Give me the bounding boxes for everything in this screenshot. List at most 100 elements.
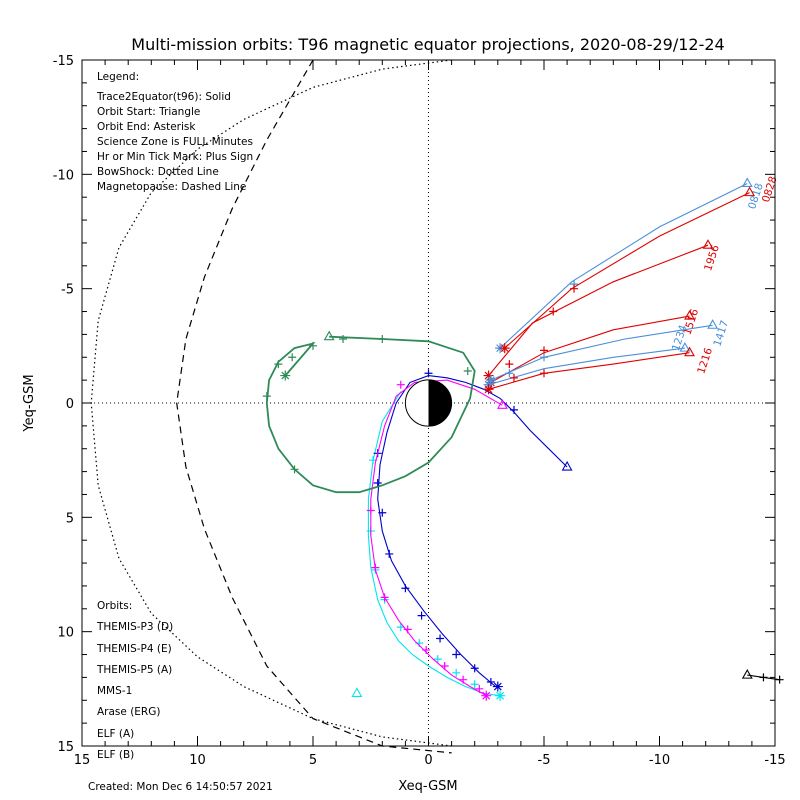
orbit-tick-mark — [262, 392, 271, 401]
orbit-tick-mark — [436, 634, 445, 643]
x-tick-label: 5 — [309, 753, 317, 768]
orbit-track — [488, 244, 709, 376]
orbit-start-triangle — [351, 687, 363, 697]
x-axis-label: Xeq-GSM — [398, 779, 457, 794]
legend-block: Legend: Trace2Equator(t96): Solid Orbit … — [96, 71, 253, 193]
orbit-tick-mark — [290, 465, 299, 474]
orbit-end-asterisk — [495, 690, 506, 701]
legend-line-trace: Trace2Equator(t96): Solid — [96, 91, 231, 103]
orbit-tick-mark — [380, 593, 389, 602]
orbit-tick-mark — [470, 664, 479, 673]
y-axis-label: Yeq-GSM — [22, 374, 37, 432]
orbit-start-triangle — [561, 460, 573, 471]
orbit-legend-mms-1: MMS-1 — [97, 685, 132, 697]
orbit-tick-mark — [459, 675, 468, 684]
orbit-tick-mark — [422, 645, 431, 654]
orbit-tick-mark — [759, 673, 768, 682]
y-tick-label: 10 — [57, 626, 74, 641]
orbit-start-triangle — [323, 330, 335, 341]
orbit-legend-arase: Arase (ERG) — [97, 706, 160, 718]
orbit-end-asterisk — [499, 343, 510, 354]
orbit-tick-mark — [452, 650, 461, 659]
orbit-tick-mark — [540, 346, 548, 355]
orbit-end-asterisk — [483, 370, 494, 381]
y-tick-label: -15 — [53, 54, 74, 69]
orbit-track — [488, 347, 685, 386]
orbit-start-triangle — [684, 346, 695, 357]
orbit-tick-mark — [509, 373, 518, 382]
orbit-series — [262, 330, 476, 494]
orbit-end-asterisk — [492, 681, 503, 692]
orbits-heading: Orbits: — [97, 600, 132, 612]
orbit-tick-mark — [396, 380, 405, 389]
legend-line-start: Orbit Start: Triangle — [97, 106, 200, 118]
legend-line-science-zone: Science Zone is FULL Minutes — [97, 136, 253, 148]
x-tick-label: 15 — [74, 753, 91, 768]
earth-nightside — [428, 379, 452, 427]
orbit-tick-mark — [378, 508, 387, 517]
orbit-start-triangle — [496, 399, 508, 409]
orbit-tick-mark — [401, 584, 410, 593]
magnetopause-curve — [176, 59, 452, 754]
legend-line-bowshock: BowShock: Dotted Line — [97, 166, 219, 178]
orbit-tick-mark — [403, 625, 412, 634]
orbit-legend-elf-a: ELF (A) — [97, 728, 134, 740]
orbit-legend-themis-p5: THEMIS-P5 (A) — [96, 664, 172, 676]
orbit-tick-mark — [540, 353, 548, 362]
orbit-tick-mark — [288, 353, 297, 362]
y-tick-label: -10 — [53, 168, 74, 183]
orbit-tick-mark — [775, 675, 784, 684]
orbit-tick-mark — [463, 366, 472, 375]
orbit-tick-mark — [417, 611, 426, 620]
orbit-end-asterisk — [483, 384, 494, 395]
orbit-legend-themis-p4: THEMIS-P4 (E) — [96, 643, 172, 655]
orbit-start-triangle — [684, 309, 695, 320]
orbit-track — [504, 192, 750, 349]
orbit-tick-mark — [373, 479, 382, 488]
orbit-tick-mark — [274, 360, 283, 369]
orbit-start-triangle — [702, 239, 714, 249]
legend-line-magnetopause: Magnetopause: Dashed Line — [97, 181, 246, 193]
orbit-track — [490, 324, 713, 381]
orbit-tick-mark — [570, 284, 579, 293]
orbit-track — [265, 335, 476, 494]
orbit-track — [488, 352, 690, 390]
orbit-end-asterisk — [485, 375, 496, 386]
y-tick-label: 0 — [66, 397, 74, 412]
orbit-legend-themis-p3: THEMIS-P3 (D) — [96, 621, 173, 633]
orbit-tick-mark — [366, 506, 375, 515]
orbit-tick-mark — [509, 405, 518, 414]
orbit-series — [741, 668, 784, 684]
orbit-tick-mark — [378, 334, 387, 343]
orbit-tick-mark — [371, 563, 380, 572]
orbit-start-triangle — [741, 177, 753, 188]
chart-title: Multi-mission orbits: T96 magnetic equat… — [131, 35, 724, 54]
magnetopause-layer — [176, 59, 452, 754]
orbit-legend-elf-b: ELF (B) — [97, 749, 134, 761]
earth-layer — [404, 379, 453, 427]
orbit-tick-mark — [385, 549, 394, 558]
y-tick-label: -5 — [61, 283, 74, 298]
orbit-tick-mark — [339, 334, 348, 343]
orbit-track — [367, 391, 501, 697]
y-tick-label: 15 — [57, 740, 74, 755]
orbit-end-asterisk — [280, 370, 291, 381]
x-axis-ticks: 15 10 5 0 -5 -10 -15 — [74, 60, 786, 768]
orbit-track — [377, 375, 568, 687]
orbit-tick-mark — [540, 369, 548, 378]
x-tick-label: -10 — [649, 753, 670, 768]
orbit-tick-mark — [424, 369, 433, 378]
orbit-track — [490, 315, 690, 383]
x-tick-label: 0 — [424, 753, 432, 768]
orbit-series — [373, 369, 573, 692]
legend-line-end: Orbit End: Asterisk — [97, 121, 196, 133]
orbit-tick-mark — [309, 341, 317, 350]
x-tick-label: -15 — [764, 753, 785, 768]
orbit-tick-mark — [505, 369, 514, 378]
orbit-tick-mark — [440, 661, 449, 670]
orbit-tick-mark — [475, 684, 484, 693]
orbit-start-triangle — [744, 186, 756, 197]
orbit-tick-mark — [505, 360, 514, 369]
